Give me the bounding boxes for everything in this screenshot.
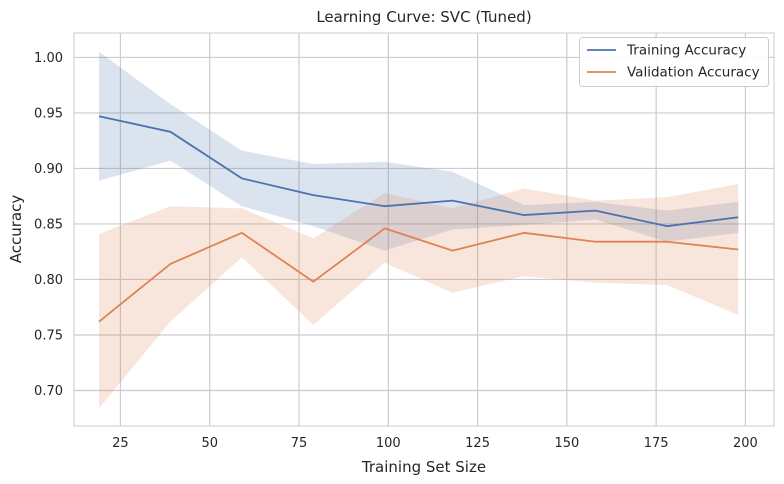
x-tick-label: 200 xyxy=(733,436,758,451)
x-tick-labels: 25 50 75 100 125 150 175 200 xyxy=(112,436,758,451)
confidence-band-training xyxy=(99,51,739,251)
legend: Training Accuracy Validation Accuracy xyxy=(579,37,769,87)
chart-title: Learning Curve: SVC (Tuned) xyxy=(316,8,531,26)
y-axis-title: Accuracy xyxy=(7,195,25,264)
plot-frame xyxy=(73,32,775,427)
series-line-validation xyxy=(98,227,739,323)
y-tick-label: 0.75 xyxy=(34,328,63,343)
y-tick-label: 0.90 xyxy=(34,162,63,177)
legend-label: Training Accuracy xyxy=(626,43,746,59)
x-tick-label: 150 xyxy=(554,436,579,451)
y-tick-label: 0.80 xyxy=(34,273,63,288)
y-tick-label: 0.70 xyxy=(34,384,63,399)
series-lines xyxy=(98,115,739,323)
legend-frame xyxy=(579,37,769,87)
x-axis-title: Training Set Size xyxy=(361,458,486,476)
plot-area xyxy=(74,33,774,426)
x-tick-label: 125 xyxy=(465,436,490,451)
legend-label: Validation Accuracy xyxy=(627,65,760,81)
series-line-training xyxy=(98,115,739,228)
y-tick-label: 0.95 xyxy=(34,106,63,121)
x-tick-label: 75 xyxy=(291,436,308,451)
x-tick-label: 175 xyxy=(644,436,669,451)
x-tick-label: 100 xyxy=(376,436,401,451)
x-tick-label: 50 xyxy=(201,436,218,451)
y-tick-label: 0.85 xyxy=(34,217,63,232)
grid-lines xyxy=(74,33,774,426)
y-tick-labels: 0.70 0.75 0.80 0.85 0.90 0.95 1.00 xyxy=(34,51,63,399)
y-tick-label: 1.00 xyxy=(34,51,63,66)
x-tick-label: 25 xyxy=(112,436,129,451)
